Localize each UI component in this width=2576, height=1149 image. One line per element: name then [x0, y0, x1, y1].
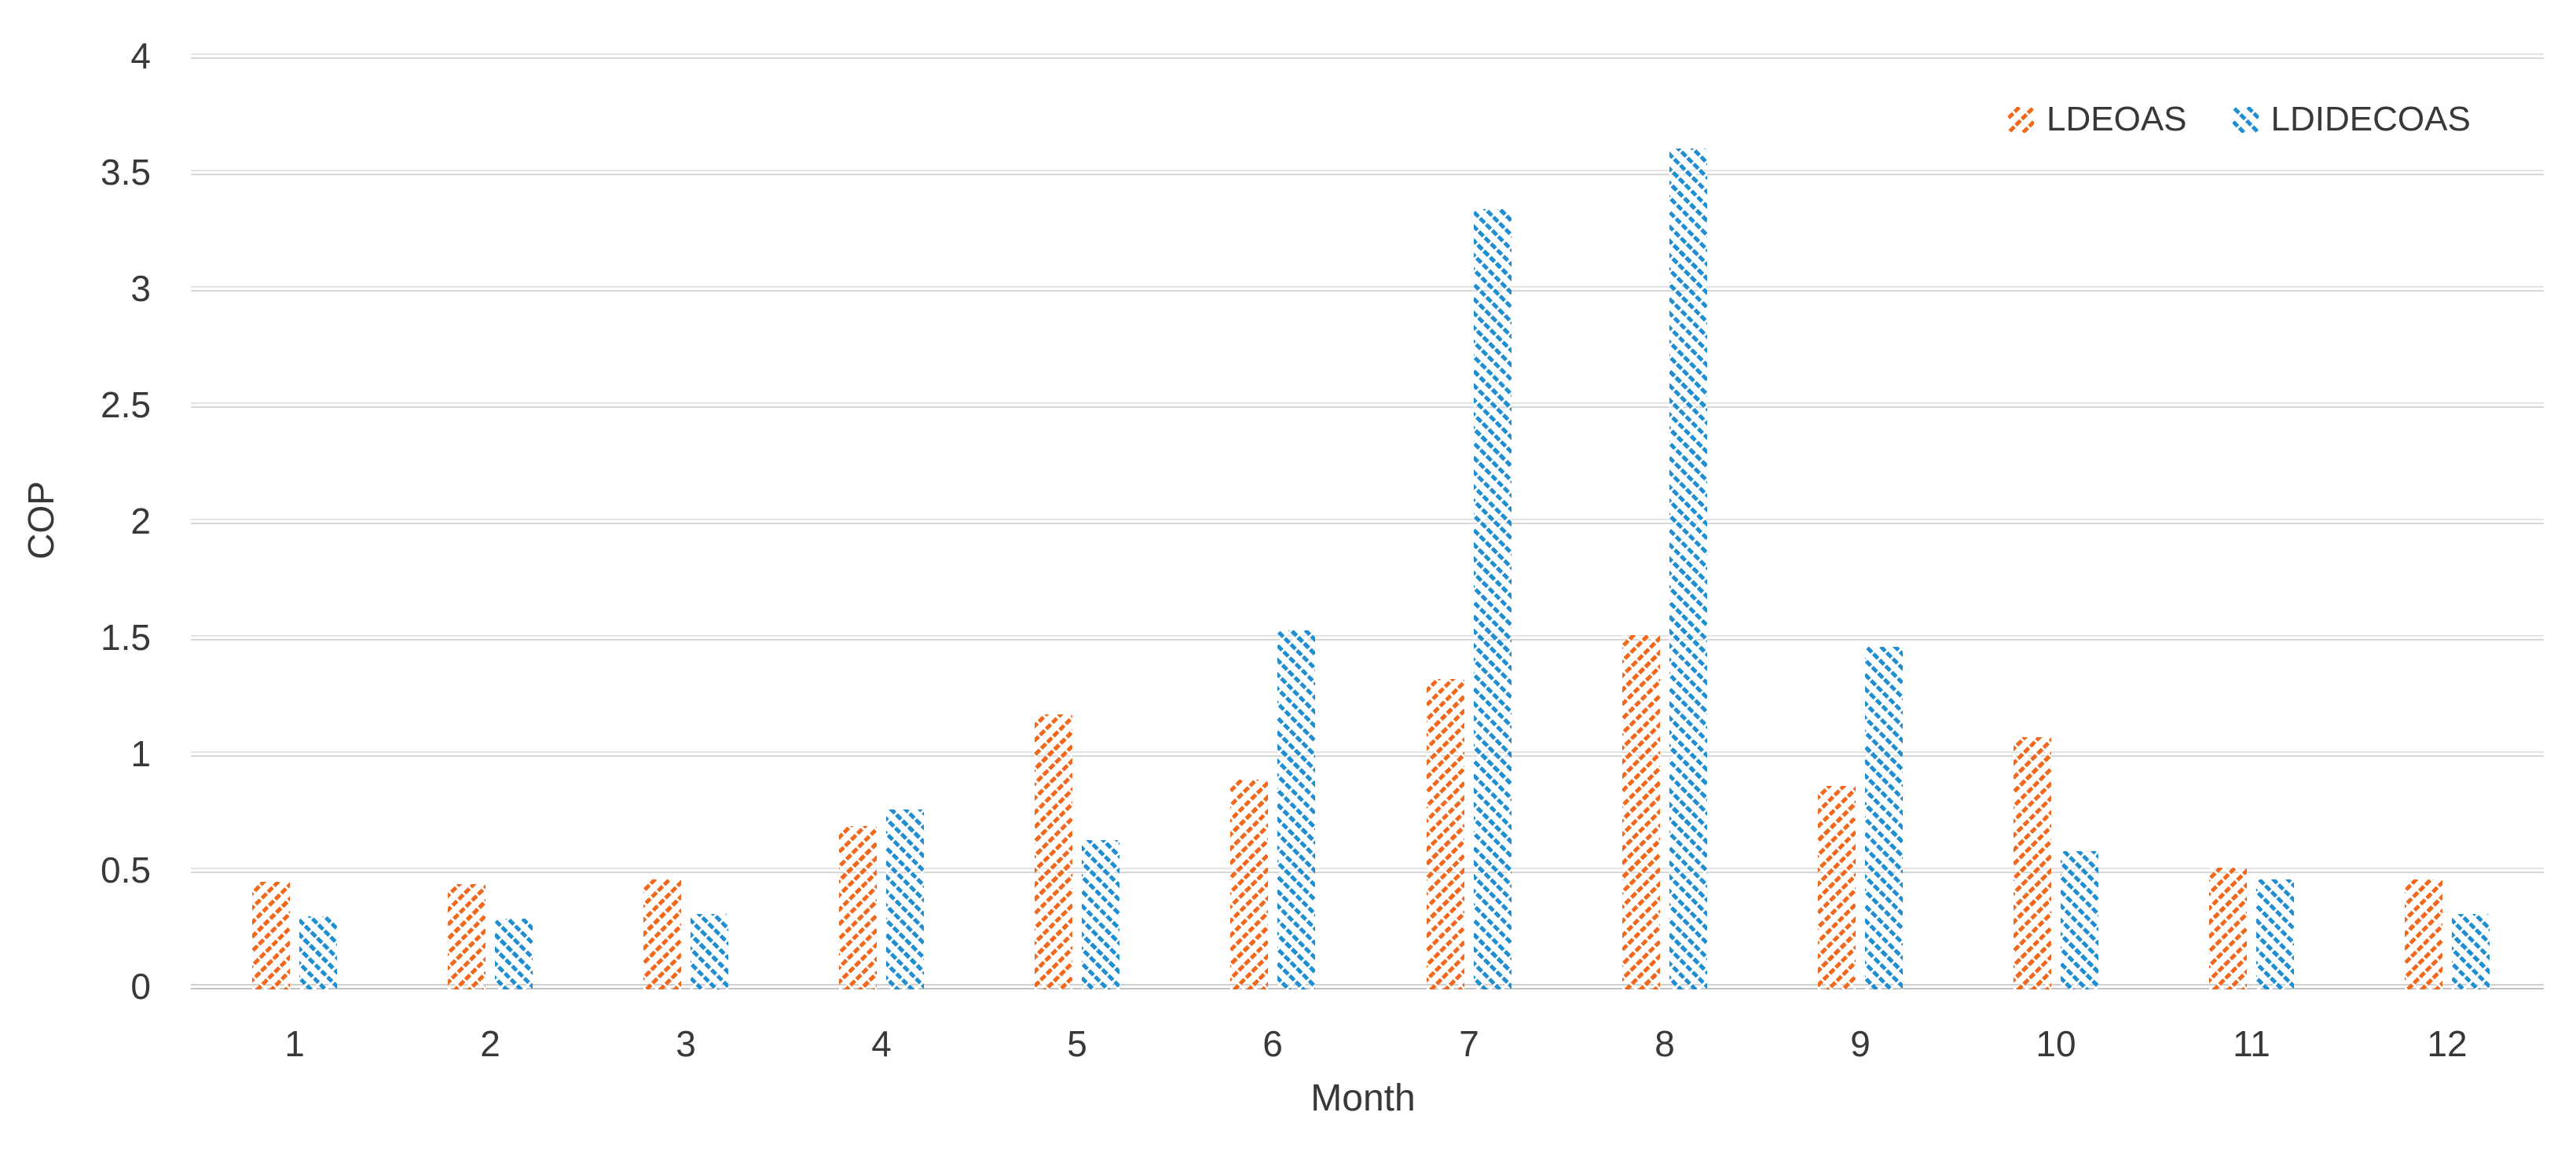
- legend-swatch-icon-LDEOAS: [2008, 106, 2034, 133]
- bar-LDIDECOAS-month-3: [691, 914, 728, 989]
- x-tick-label-4: 4: [871, 1023, 892, 1064]
- bar-LDIDECOAS-month-11: [2256, 879, 2294, 989]
- bar-LDIDECOAS-month-2: [495, 919, 533, 989]
- y-tick-label-3: 3: [130, 268, 151, 309]
- legend-item-LDIDECOAS: LDIDECOAS: [2232, 100, 2471, 139]
- bar-LDIDECOAS-month-6: [1277, 630, 1315, 989]
- bar-LDEOAS-month-4: [839, 826, 877, 989]
- x-axis-title: Month: [1310, 1077, 1416, 1119]
- x-tick-label-6: 6: [1262, 1023, 1283, 1064]
- bar-LDIDECOAS-month-4: [886, 809, 924, 989]
- bar-LDIDECOAS-month-1: [299, 916, 337, 989]
- bar-LDEOAS-month-1: [252, 882, 290, 989]
- x-tick-label-7: 7: [1459, 1023, 1479, 1064]
- legend-label-LDIDECOAS: LDIDECOAS: [2270, 100, 2471, 138]
- gridline-0.5: [191, 868, 2544, 873]
- gridline-1: [191, 751, 2544, 757]
- gridline-3: [191, 286, 2544, 292]
- bar-LDEOAS-month-7: [1427, 679, 1464, 989]
- x-tick-label-11: 11: [2233, 1023, 2270, 1064]
- legend-item-LDEOAS: LDEOAS: [2008, 100, 2187, 139]
- bar-LDIDECOAS-month-9: [1865, 647, 1903, 989]
- x-tick-label-1: 1: [284, 1023, 305, 1064]
- y-tick-label-1.5: 1.5: [101, 617, 151, 658]
- x-tick-label-9: 9: [1850, 1023, 1871, 1064]
- y-tick-label-2: 2: [130, 501, 151, 541]
- x-tick-label-12: 12: [2427, 1023, 2468, 1064]
- gridline-4: [191, 53, 2544, 59]
- gridline-2: [191, 519, 2544, 524]
- x-tick-label-8: 8: [1654, 1023, 1675, 1064]
- legend-swatch-icon-LDIDECOAS: [2232, 106, 2259, 133]
- x-tick-label-2: 2: [480, 1023, 500, 1064]
- bar-LDIDECOAS-month-12: [2452, 914, 2490, 989]
- x-tick-label-3: 3: [676, 1023, 696, 1064]
- bar-LDIDECOAS-month-5: [1082, 840, 1119, 989]
- legend: LDEOAS LDIDECOAS: [2008, 94, 2471, 145]
- bar-LDEOAS-month-2: [448, 884, 486, 989]
- gridline-1.5: [191, 635, 2544, 641]
- bar-LDEOAS-month-6: [1230, 780, 1268, 989]
- x-tick-label-10: 10: [2036, 1023, 2076, 1064]
- bar-LDEOAS-month-10: [2014, 737, 2051, 989]
- y-tick-label-3.5: 3.5: [101, 152, 151, 193]
- bar-LDEOAS-month-5: [1035, 714, 1072, 989]
- y-tick-label-2.5: 2.5: [101, 384, 151, 425]
- bar-LDEOAS-month-3: [643, 879, 681, 989]
- y-tick-label-0: 0: [130, 966, 151, 1007]
- y-tick-label-1: 1: [130, 733, 151, 774]
- gridline-0: [191, 984, 2544, 989]
- y-tick-label-0.5: 0.5: [101, 850, 151, 890]
- bar-LDIDECOAS-month-10: [2061, 851, 2098, 989]
- bar-LDEOAS-month-8: [1622, 635, 1660, 989]
- bar-LDEOAS-month-11: [2209, 868, 2247, 989]
- x-tick-label-5: 5: [1067, 1023, 1087, 1064]
- bar-LDEOAS-month-9: [1818, 786, 1856, 989]
- bar-LDEOAS-month-12: [2405, 879, 2442, 989]
- bar-LDIDECOAS-month-8: [1669, 149, 1707, 989]
- gridline-3.5: [191, 170, 2544, 175]
- y-tick-label-4: 4: [130, 35, 151, 76]
- gridline-2.5: [191, 402, 2544, 408]
- bar-LDIDECOAS-month-7: [1474, 209, 1512, 989]
- legend-label-LDEOAS: LDEOAS: [2047, 100, 2187, 138]
- y-axis-title: COP: [20, 481, 61, 560]
